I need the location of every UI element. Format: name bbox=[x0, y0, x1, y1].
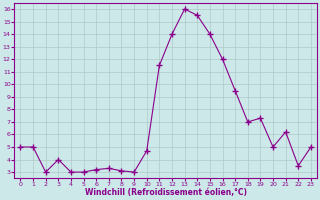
X-axis label: Windchill (Refroidissement éolien,°C): Windchill (Refroidissement éolien,°C) bbox=[85, 188, 247, 197]
